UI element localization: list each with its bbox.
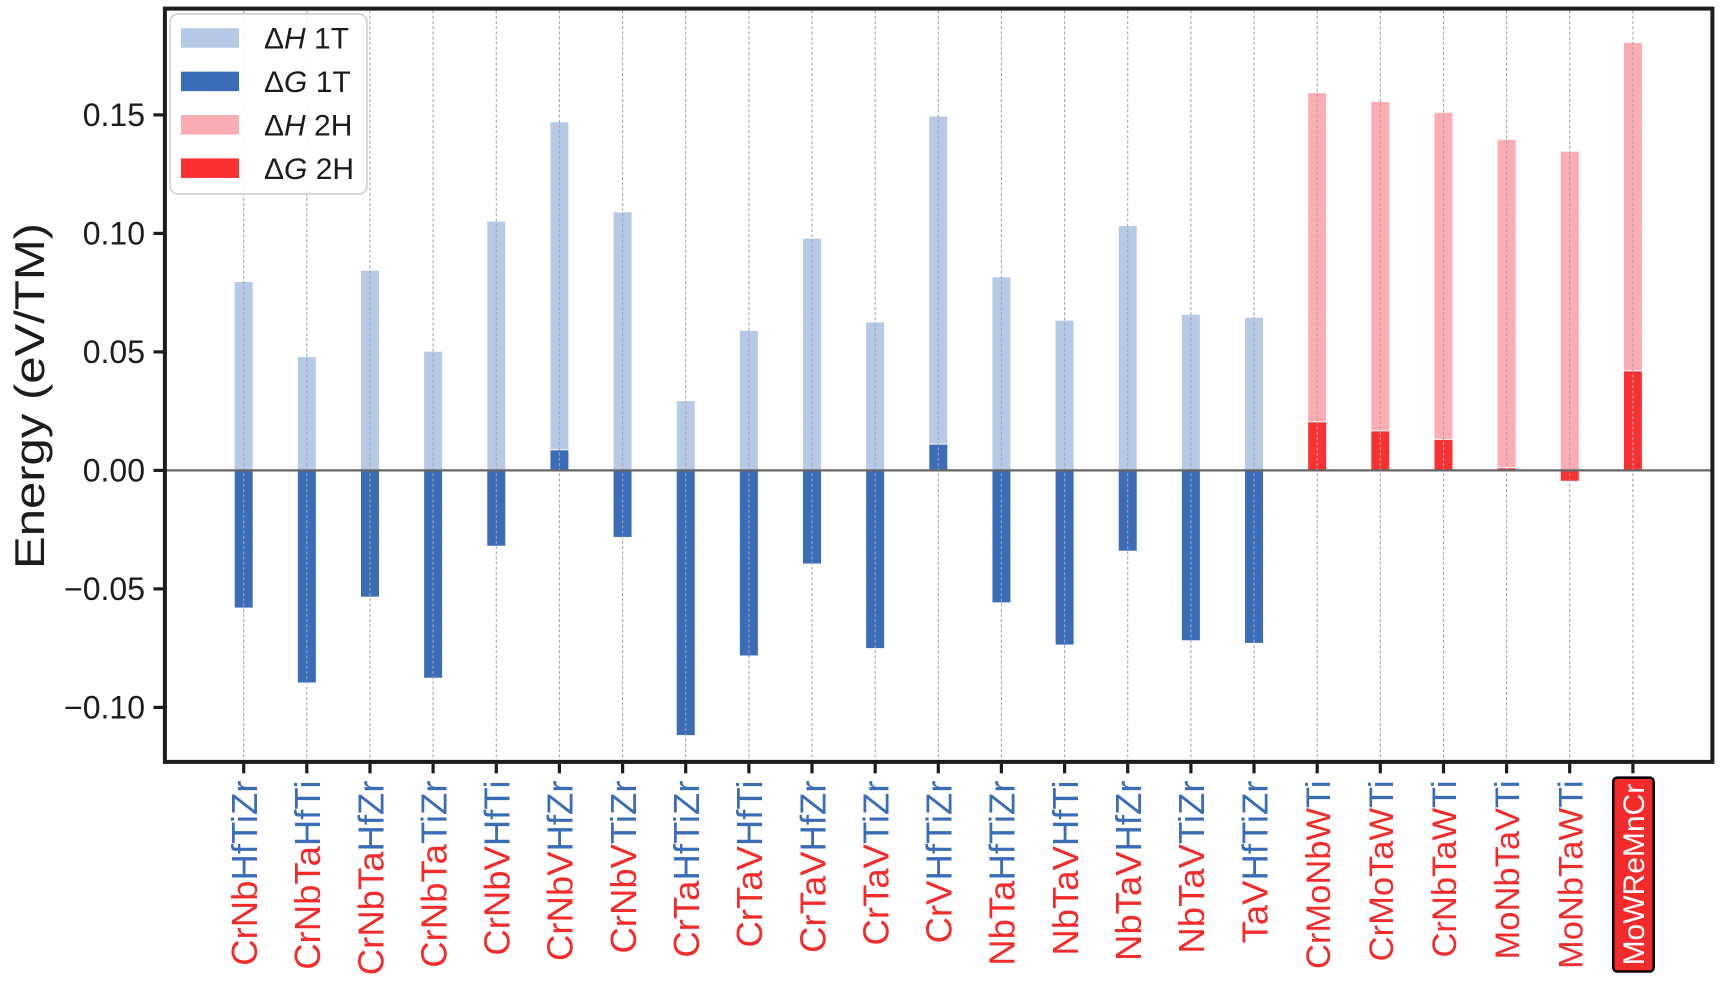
svg-text:0.05: 0.05 <box>83 334 145 370</box>
svg-text:CrVHfTiZr: CrVHfTiZr <box>919 781 960 944</box>
svg-text:CrNbVHfTi: CrNbVHfTi <box>477 781 518 956</box>
svg-text:CrTaVHfZr: CrTaVHfZr <box>792 781 833 953</box>
svg-text:MoWReMnCr: MoWReMnCr <box>1618 784 1651 966</box>
svg-text:CrMoTaWTi: CrMoTaWTi <box>1363 781 1401 962</box>
svg-text:CrNbTaTiZr: CrNbTaTiZr <box>413 781 454 968</box>
svg-text:Energy (eV/TM): Energy (eV/TM) <box>6 223 53 569</box>
svg-text:CrNbHfTiZr: CrNbHfTiZr <box>224 781 265 966</box>
svg-text:ΔG 1T: ΔG 1T <box>264 66 351 99</box>
svg-text:MoNbTaWTi: MoNbTaWTi <box>1552 781 1590 970</box>
svg-text:NbTaVHfZr: NbTaVHfZr <box>1108 781 1149 962</box>
svg-text:CrTaVTiZr: CrTaVTiZr <box>856 781 897 946</box>
svg-text:ΔH 2H: ΔH 2H <box>264 109 352 142</box>
svg-text:ΔH 1T: ΔH 1T <box>264 23 349 56</box>
svg-text:CrNbTaHfZr: CrNbTaHfZr <box>350 781 391 976</box>
svg-text:CrTaHfTiZr: CrTaHfTiZr <box>666 781 707 958</box>
svg-text:−0.10: −0.10 <box>64 690 145 726</box>
svg-text:TaVHfTiZr: TaVHfTiZr <box>1234 781 1275 944</box>
svg-text:MoNbTaVTi: MoNbTaVTi <box>1489 781 1527 960</box>
svg-text:CrTaVHfTi: CrTaVHfTi <box>729 781 770 948</box>
svg-text:CrNbTaWTi: CrNbTaWTi <box>1426 781 1464 958</box>
svg-text:NbTaHfTiZr: NbTaHfTiZr <box>982 781 1023 966</box>
svg-text:0.10: 0.10 <box>83 216 145 252</box>
svg-text:CrNbVTiZr: CrNbVTiZr <box>603 781 644 954</box>
svg-text:CrMoNbWTi: CrMoNbWTi <box>1300 781 1338 969</box>
svg-text:NbTaVTiZr: NbTaVTiZr <box>1171 781 1212 954</box>
svg-text:−0.05: −0.05 <box>64 571 145 607</box>
svg-text:0.15: 0.15 <box>83 97 145 133</box>
svg-text:0.00: 0.00 <box>83 453 145 489</box>
svg-text:CrNbVHfZr: CrNbVHfZr <box>540 781 581 961</box>
svg-text:ΔG 2H: ΔG 2H <box>264 153 354 186</box>
svg-text:NbTaVHfTi: NbTaVHfTi <box>1045 781 1086 956</box>
svg-text:CrNbTaHfTi: CrNbTaHfTi <box>287 781 328 970</box>
